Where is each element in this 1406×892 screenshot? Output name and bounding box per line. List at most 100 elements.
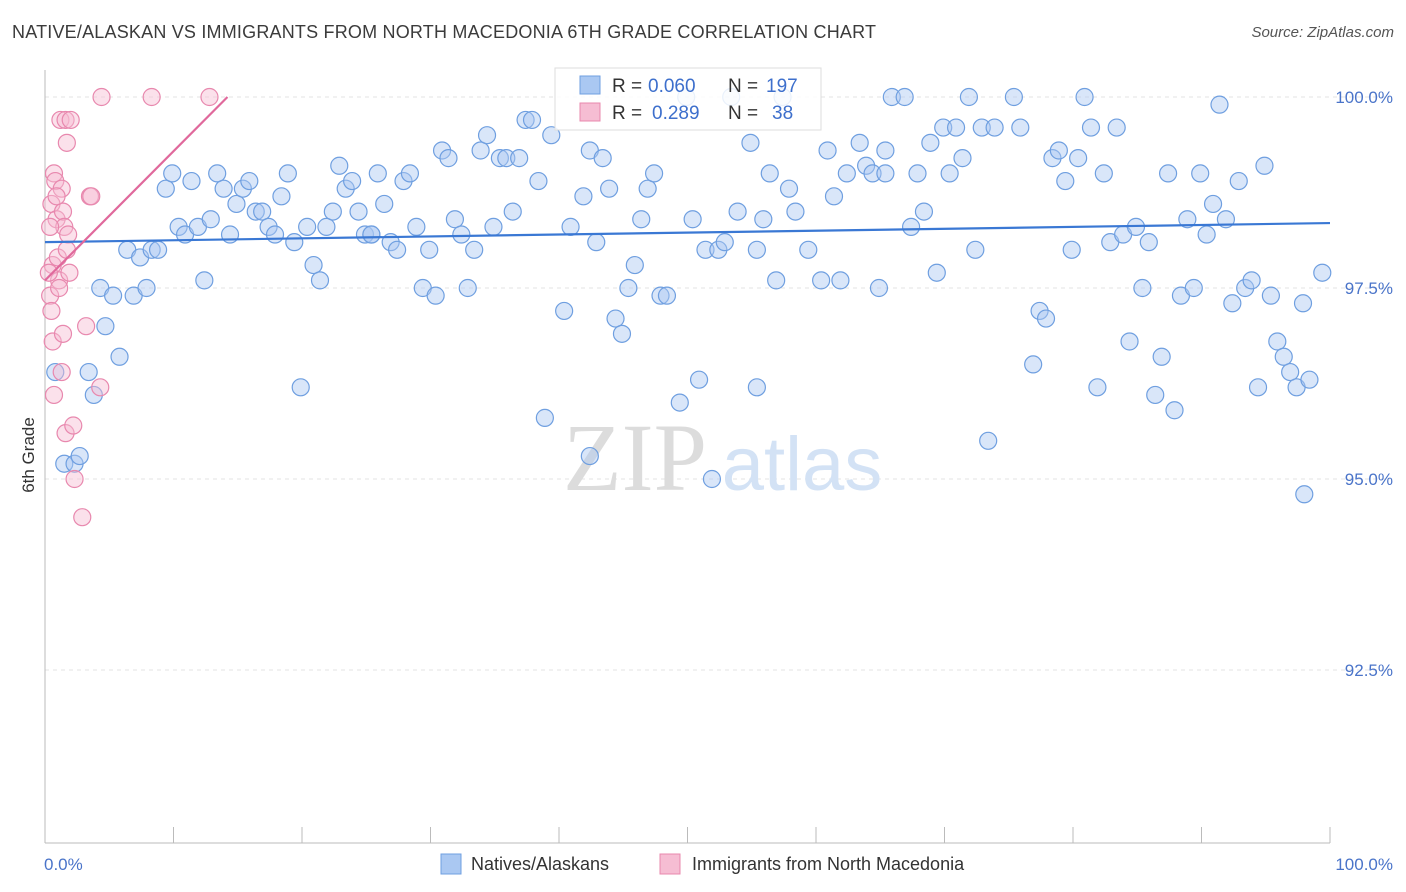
point-natives: [651, 286, 670, 305]
point-natives: [702, 469, 722, 489]
point-natives: [349, 202, 368, 221]
series-natives-alaskans: [46, 87, 1332, 504]
watermark-atlas: atlas: [722, 422, 883, 507]
point-immigrants: [91, 378, 110, 397]
point-natives: [46, 362, 65, 382]
point-natives: [214, 179, 233, 198]
point-natives: [1120, 332, 1139, 351]
point-natives: [824, 187, 844, 206]
point-natives: [278, 164, 297, 183]
point-natives: [298, 217, 317, 236]
point-natives: [169, 217, 188, 236]
point-natives: [1184, 278, 1203, 298]
point-natives: [632, 210, 651, 229]
point-natives: [1261, 286, 1280, 305]
point-natives: [1152, 347, 1171, 366]
point-natives: [375, 194, 394, 214]
point-natives: [799, 240, 818, 259]
point-natives: [163, 164, 182, 183]
bottom-legend: Natives/Alaskans Immigrants from North M…: [440, 853, 965, 875]
point-natives: [84, 385, 103, 405]
point-natives: [953, 149, 972, 168]
point-natives: [484, 217, 503, 236]
point-immigrants: [56, 424, 75, 443]
point-natives: [921, 133, 940, 152]
point-immigrants: [44, 164, 64, 183]
point-natives: [1268, 332, 1287, 351]
point-natives: [1295, 485, 1314, 504]
point-natives: [908, 164, 927, 183]
point-natives: [362, 225, 381, 244]
point-natives: [863, 164, 882, 183]
point-natives: [696, 240, 715, 259]
point-natives: [1024, 355, 1043, 374]
stats-r-label: R =: [612, 103, 642, 124]
point-natives: [1146, 385, 1165, 405]
point-natives: [1069, 149, 1088, 168]
point-immigrants: [50, 278, 69, 298]
point-natives: [927, 263, 946, 282]
point-natives: [600, 179, 619, 198]
point-natives: [779, 179, 799, 198]
legend-label-natives: Natives/Alaskans: [471, 854, 609, 874]
stats-n-label: N =: [728, 103, 758, 124]
trend-lines: [44, 96, 1331, 282]
point-natives: [542, 126, 561, 145]
point-natives: [818, 141, 837, 160]
legend-swatch-natives: [440, 853, 462, 875]
point-natives: [612, 324, 632, 343]
y-tick-label: 92.5%: [1345, 661, 1393, 680]
point-natives: [850, 133, 869, 152]
point-natives: [876, 164, 895, 183]
point-natives: [709, 240, 728, 259]
point-natives: [195, 271, 214, 290]
point-natives: [96, 317, 115, 336]
point-natives: [1281, 362, 1300, 382]
point-natives: [901, 217, 921, 236]
legend-label-immigrants: Immigrants from North Macedonia: [692, 854, 965, 874]
zipatlas-watermark: ZIP atlas: [563, 404, 882, 511]
point-natives: [895, 87, 914, 107]
point-natives: [503, 202, 522, 221]
point-immigrants: [200, 87, 219, 107]
point-immigrants: [42, 301, 61, 321]
point-natives: [400, 164, 420, 183]
point-immigrants: [57, 240, 76, 259]
point-immigrants: [53, 202, 73, 221]
point-natives: [420, 240, 439, 259]
point-natives: [368, 164, 387, 183]
point-natives: [182, 171, 201, 191]
point-natives: [394, 171, 413, 191]
point-immigrants: [46, 171, 65, 191]
point-natives: [465, 240, 484, 259]
point-natives: [285, 233, 304, 252]
point-natives: [227, 194, 246, 214]
point-immigrants: [50, 271, 69, 290]
point-natives: [747, 378, 766, 397]
point-natives: [304, 255, 323, 275]
point-natives: [1107, 118, 1126, 137]
point-natives: [1229, 171, 1248, 191]
point-immigrants: [39, 263, 58, 282]
point-immigrants: [73, 508, 92, 527]
point-natives: [670, 393, 689, 412]
point-natives: [1191, 164, 1210, 183]
point-natives: [657, 286, 677, 305]
point-natives: [1081, 118, 1101, 137]
point-natives: [837, 164, 856, 183]
stats-r-value: 0.060: [648, 76, 696, 97]
point-natives: [1210, 95, 1229, 114]
point-natives: [606, 309, 625, 328]
point-natives: [1030, 301, 1049, 321]
point-natives: [555, 301, 574, 321]
point-immigrants: [44, 385, 64, 405]
point-natives: [79, 362, 98, 382]
point-natives: [432, 141, 452, 160]
stats-swatch-immigrants: [579, 102, 601, 122]
point-immigrants: [92, 87, 111, 107]
point-natives: [510, 149, 529, 168]
point-natives: [741, 133, 760, 152]
point-natives: [201, 210, 220, 229]
point-natives: [535, 408, 554, 427]
point-natives: [70, 446, 89, 466]
